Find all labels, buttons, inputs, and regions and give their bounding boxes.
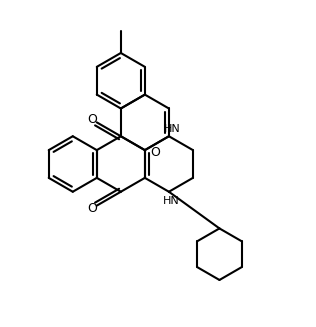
Text: O: O (87, 113, 97, 126)
Text: O: O (150, 146, 160, 159)
Text: O: O (87, 202, 97, 215)
Text: HN: HN (162, 196, 179, 206)
Text: HN: HN (163, 124, 180, 134)
